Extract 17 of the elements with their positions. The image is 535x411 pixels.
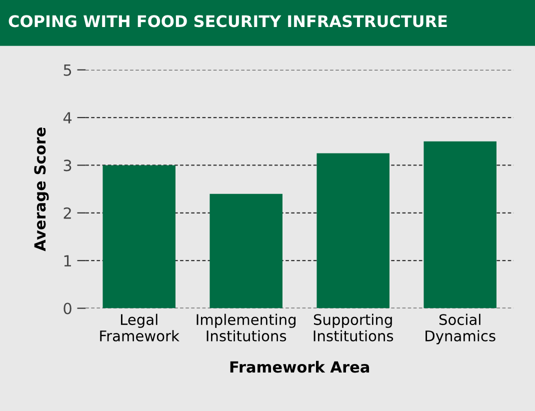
y-tick-label: 3	[64, 160, 72, 172]
bar	[316, 153, 390, 308]
y-axis-title: Average Score	[34, 128, 49, 252]
x-tick-label: Legal Framework	[100, 314, 180, 342]
x-axis-title: Framework Area	[230, 360, 370, 373]
y-tick-label: 1	[64, 255, 71, 266]
x-tick-label: Supporting Institutions	[314, 314, 394, 342]
bar	[210, 194, 282, 308]
x-tick-label: Implementing Institutions	[196, 314, 296, 342]
x-tick-label: Social Dynamics	[426, 314, 496, 344]
y-tick-label: 5	[64, 64, 72, 76]
y-tick-label: 2	[64, 207, 71, 219]
bar	[102, 165, 176, 308]
chart-title: COPING WITH FOOD SECURITY INFRASTRUCTURE	[8, 15, 447, 28]
y-tick-label: 0	[64, 302, 72, 314]
y-tick-label: 4	[63, 112, 72, 124]
bar	[424, 141, 496, 308]
